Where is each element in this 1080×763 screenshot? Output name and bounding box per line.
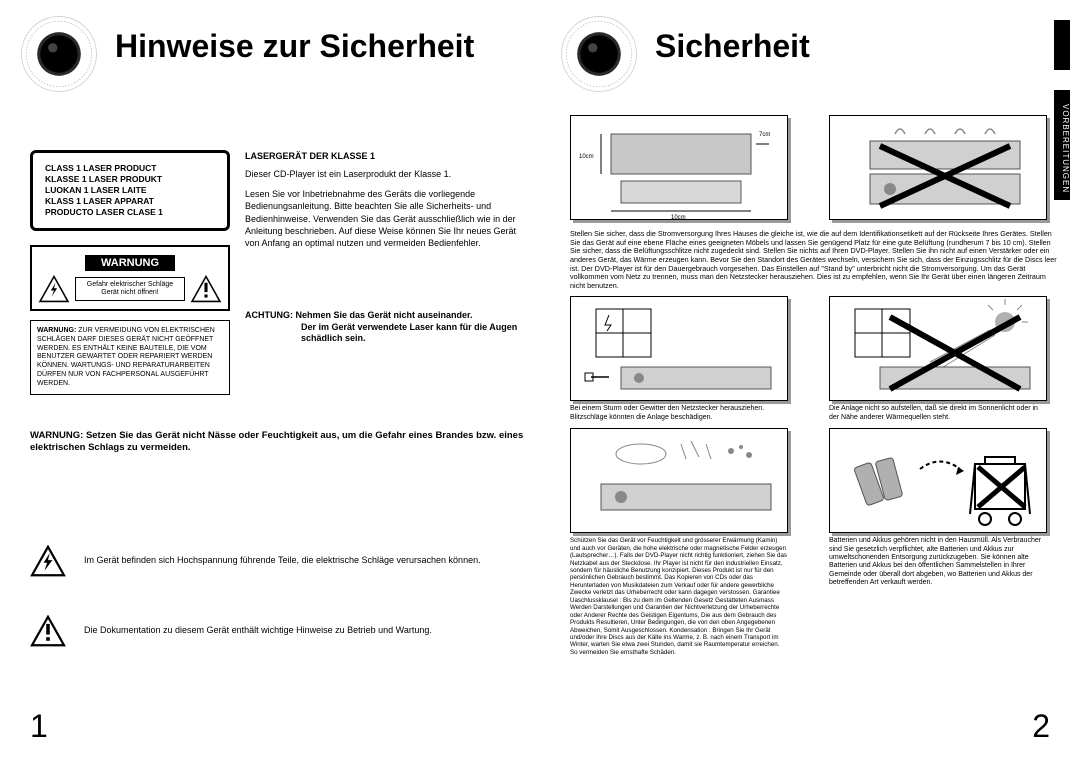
lightning-icon bbox=[30, 545, 66, 577]
exclamation-icon bbox=[190, 275, 222, 303]
voltage-note: Im Gerät befinden sich Hochspannung führ… bbox=[84, 555, 481, 567]
fig-top-caption: Stellen Sie sicher, dass die Stromversor… bbox=[570, 226, 1060, 290]
warning-box: WARNUNG Gefahr elektrischer Schläge Gerä… bbox=[30, 245, 230, 311]
page-number: 1 bbox=[30, 708, 48, 745]
laser-class-box: CLASS 1 LASER PRODUCT KLASSE 1 LASER PRO… bbox=[30, 150, 230, 231]
docs-note-row: Die Dokumentation zu diesem Gerät enthäl… bbox=[30, 615, 530, 647]
caption-3l: Schützen Sie das Gerät vor Feuchtigkeit … bbox=[570, 537, 788, 656]
page-2: Sicherheit VORBEREITUNGEN 10cm 7cm 10cm bbox=[540, 0, 1080, 763]
speaker-icon bbox=[20, 15, 98, 93]
svg-text:7cm: 7cm bbox=[759, 132, 770, 138]
warn-body: ZUR VERMEIDUNG VON ELEKTRISCHEN SCHLÄGEN… bbox=[37, 327, 215, 387]
achtung-2: Der im Gerät verwendete Laser kann für d… bbox=[245, 322, 525, 345]
laser-class-text: CLASS 1 LASER PRODUCT KLASSE 1 LASER PRO… bbox=[45, 163, 163, 217]
laser-p2: Lesen Sie vor Inbetriebnahme des Geräts … bbox=[245, 188, 525, 249]
caption-2l: Bei einem Sturm oder Gewitter den Netzst… bbox=[570, 405, 788, 422]
speaker-icon bbox=[560, 15, 638, 93]
laser-p1: Dieser CD-Player ist ein Laserprodukt de… bbox=[245, 168, 525, 180]
page-1: Hinweise zur Sicherheit CLASS 1 LASER PR… bbox=[0, 0, 540, 763]
caption-3r: Batterien und Akkus gehören nicht in den… bbox=[829, 537, 1047, 587]
page-title: Hinweise zur Sicherheit bbox=[115, 28, 474, 65]
moisture-icon bbox=[571, 429, 789, 534]
exclamation-icon bbox=[30, 615, 66, 647]
main-warning: WARNUNG: Setzen Sie das Gerät nicht Näss… bbox=[30, 430, 530, 455]
fig-batteries: Batterien und Akkus gehören nicht in den… bbox=[829, 428, 1060, 656]
achtung-1: ACHTUNG: Nehmen Sie das Gerät nicht ause… bbox=[245, 310, 525, 322]
ventilation-diagram-icon: 10cm 7cm 10cm bbox=[571, 116, 789, 221]
fig-sunlight: Die Anlage nicht so aufstellen, daß sie … bbox=[829, 296, 1060, 422]
laser-info: LASERGERÄT DER KLASSE 1 Dieser CD-Player… bbox=[245, 150, 525, 249]
main-warning-text: WARNUNG: Setzen Sie das Gerät nicht Näss… bbox=[30, 430, 523, 453]
storm-unplug-icon bbox=[571, 297, 789, 402]
lightning-icon bbox=[38, 275, 70, 303]
svg-text:10cm: 10cm bbox=[671, 215, 686, 221]
page-number: 2 bbox=[1032, 708, 1050, 745]
side-bar bbox=[1054, 20, 1070, 70]
fig-ventilation: 10cm 7cm 10cm bbox=[570, 115, 801, 220]
page-title: Sicherheit bbox=[655, 28, 810, 65]
caption-2r: Die Anlage nicht so aufstellen, daß sie … bbox=[829, 405, 1047, 422]
docs-note: Die Dokumentation zu diesem Gerät enthäl… bbox=[84, 625, 432, 637]
achtung-text: ACHTUNG: Nehmen Sie das Gerät nicht ause… bbox=[245, 310, 525, 345]
battery-disposal-icon bbox=[830, 429, 1048, 534]
fig-moisture: Schützen Sie das Gerät vor Feuchtigkeit … bbox=[570, 428, 801, 656]
figure-grid: 10cm 7cm 10cm Stellen Sie sicher, dass d bbox=[570, 115, 1060, 656]
no-sunlight-icon bbox=[830, 297, 1048, 402]
svg-text:10cm: 10cm bbox=[579, 154, 594, 160]
voltage-note-row: Im Gerät befinden sich Hochspannung führ… bbox=[30, 545, 530, 577]
warning-mid-text: Gefahr elektrischer Schläge Gerät nicht … bbox=[75, 277, 185, 302]
warning-header: WARNUNG bbox=[85, 255, 175, 271]
warn-label: WARNUNG: bbox=[37, 327, 76, 334]
fig-no-stack bbox=[829, 115, 1060, 220]
fig-storm: Bei einem Sturm oder Gewitter den Netzst… bbox=[570, 296, 801, 422]
no-stack-icon bbox=[830, 116, 1048, 221]
laser-header: LASERGERÄT DER KLASSE 1 bbox=[245, 150, 525, 162]
warning-text-box: WARNUNG: ZUR VERMEIDUNG VON ELEKTRISCHEN… bbox=[30, 320, 230, 395]
caption-top: Stellen Sie sicher, dass die Stromversor… bbox=[570, 230, 1060, 290]
